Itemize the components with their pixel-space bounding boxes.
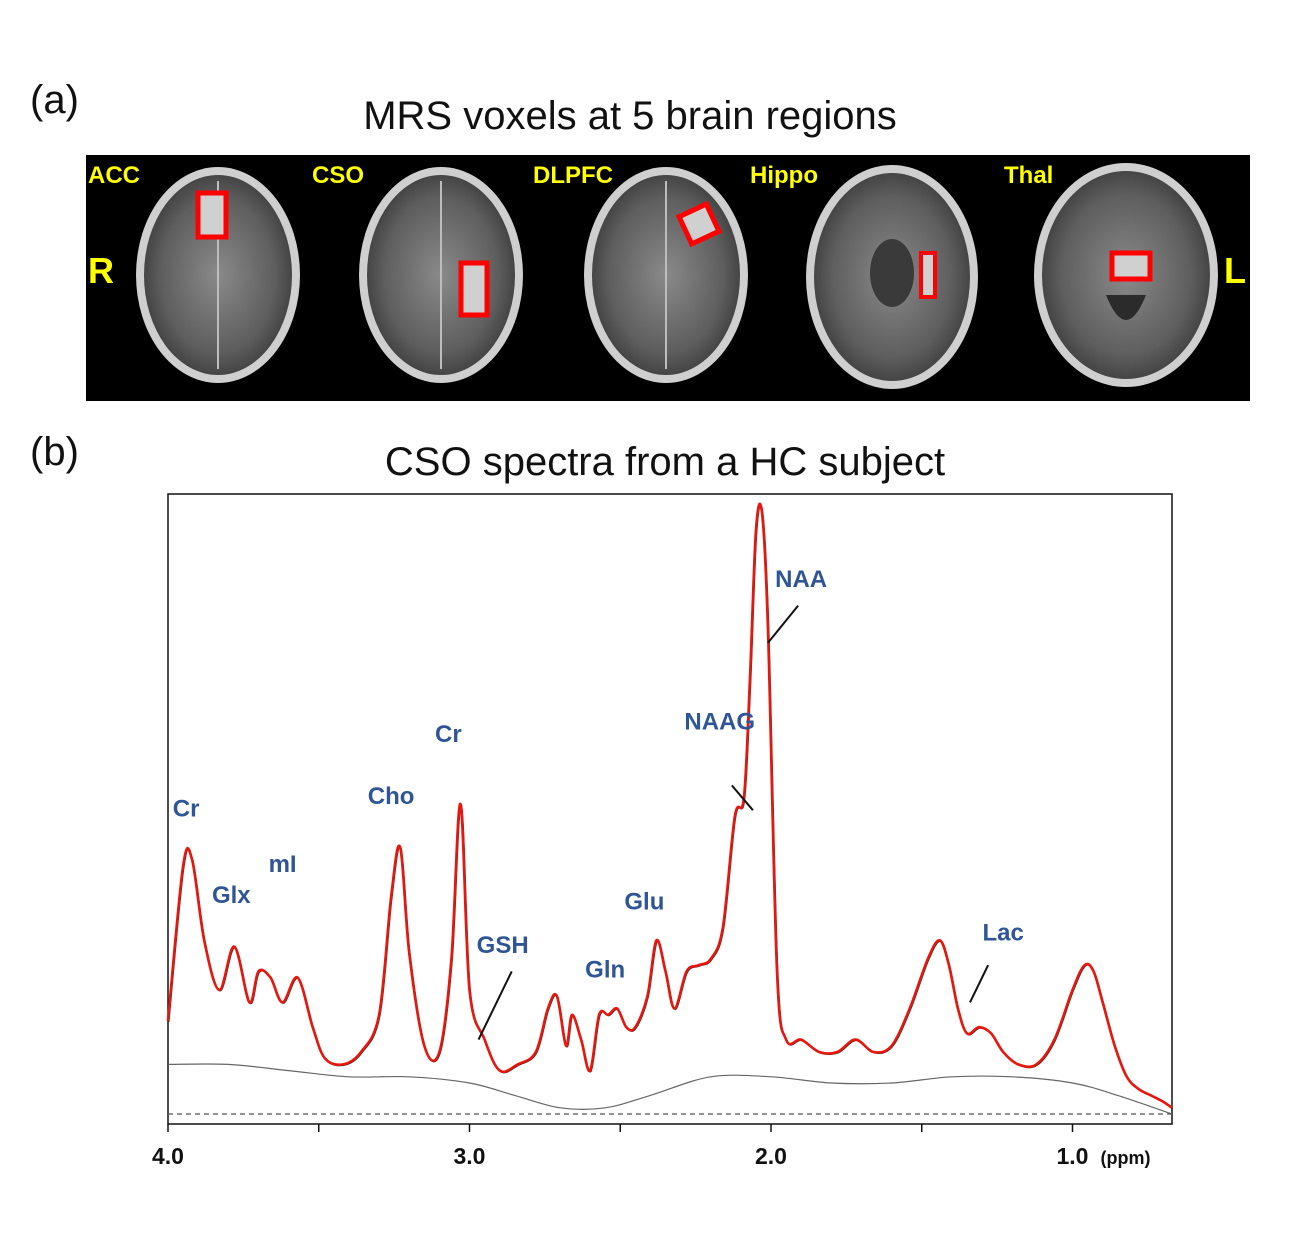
x-tick-label: 1.0 — [1057, 1143, 1089, 1169]
peak-label-mi: mI — [269, 851, 297, 878]
voxel-dlpfc — [675, 200, 723, 248]
peak-label-gln: Gln — [585, 957, 625, 984]
plot-frame — [167, 493, 1173, 1125]
peak-label-cr: Cr — [173, 795, 200, 822]
voxel-acc — [195, 190, 229, 240]
slice-acc — [136, 167, 300, 383]
peak-label-cho: Cho — [368, 783, 415, 810]
region-label-cso: CSO — [312, 162, 365, 189]
peak-label-naa: NAA — [775, 566, 827, 593]
mri-slices — [136, 163, 1218, 389]
x-tick-label: 3.0 — [454, 1143, 486, 1169]
chart-title: CSO spectra from a HC subject — [384, 440, 946, 484]
voxel-cso — [458, 260, 490, 318]
pointer-gsh — [477, 970, 513, 1041]
voxel-thal — [1109, 250, 1153, 282]
slice-thal — [1034, 163, 1218, 387]
x-tick-label: 2.0 — [755, 1143, 787, 1169]
pointer-naa — [767, 604, 799, 644]
region-label-dlpfc: DLPFC — [533, 162, 613, 189]
pointer-lac — [969, 964, 989, 1003]
voxel-hippo — [919, 251, 937, 299]
x-tick-label: 4.0 — [152, 1143, 184, 1169]
mri-strip: ACC CSO DLPFC Hippo Thal R L — [86, 155, 1250, 401]
side-label-left-hemisphere: L — [1224, 250, 1246, 291]
slice-cso — [359, 167, 523, 383]
panel-a-label: (a) — [30, 78, 79, 122]
panel-b-label: (b) — [30, 430, 79, 474]
peak-label-gsh: GSH — [477, 932, 529, 959]
region-label-hippo: Hippo — [750, 162, 818, 189]
pointer-naag — [731, 784, 754, 811]
series-fit — [166, 502, 1173, 1109]
series-spectrum-data — [168, 503, 1174, 1110]
peak-label-lac: Lac — [982, 919, 1023, 946]
peak-label-glx: Glx — [212, 882, 251, 909]
slice-dlpfc — [584, 167, 748, 383]
panel-a-title: MRS voxels at 5 brain regions — [363, 94, 897, 138]
region-label-thal: Thal — [1004, 162, 1054, 189]
series-baseline — [167, 1063, 1173, 1115]
x-axis-unit-label: (ppm) — [1101, 1148, 1151, 1168]
side-label-right-hemisphere: R — [88, 250, 114, 291]
slice-hippo — [806, 165, 978, 389]
region-label-acc: ACC — [88, 162, 140, 189]
peak-label-naag: NAAG — [684, 709, 755, 736]
peak-label-glu: Glu — [624, 888, 664, 915]
peak-label-cr: Cr — [435, 721, 462, 748]
